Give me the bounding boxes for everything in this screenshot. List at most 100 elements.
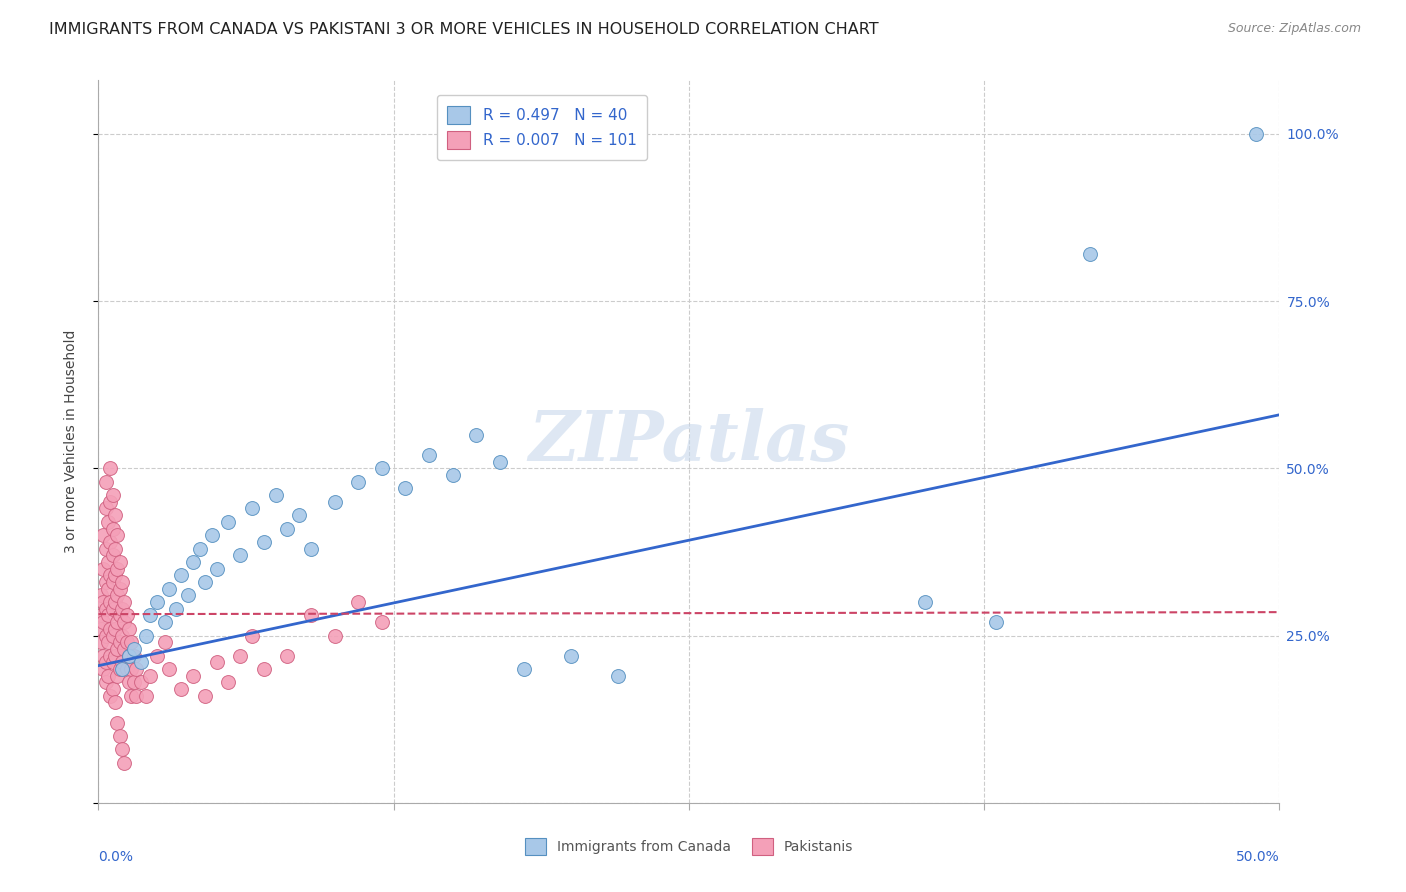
Point [253,534,276,549]
Point [181,669,204,683]
Point [157,582,180,596]
Point [188,541,211,556]
Point [111,742,134,756]
Point [157,662,180,676]
Point [90,589,112,603]
Point [181,555,204,569]
Point [90,608,112,623]
Point [139,669,162,683]
Point [129,675,152,690]
Point [122,675,145,690]
Point [347,595,370,609]
Point [104,648,127,663]
Point [111,575,134,590]
Point [98,595,121,609]
Point [371,615,394,630]
Point [101,602,124,616]
Point [205,562,228,576]
Point [217,675,239,690]
Point [122,642,145,657]
Point [98,494,121,508]
Point [97,555,120,569]
Point [111,655,134,669]
Point [115,608,138,623]
Point [91,615,114,630]
Point [91,648,114,663]
Point [90,635,112,649]
Point [122,648,145,663]
Point [108,608,131,623]
Point [91,528,114,542]
Point [465,427,488,442]
Point [288,508,311,523]
Point [121,662,143,676]
Point [177,589,200,603]
Point [217,515,239,529]
Point [276,648,298,663]
Point [264,488,287,502]
Point [489,455,512,469]
Point [112,615,135,630]
Point [115,635,138,649]
Point [104,568,127,582]
Point [146,648,169,663]
Point [111,602,134,616]
Point [97,669,120,683]
Point [91,562,114,576]
Point [135,628,157,642]
Point [112,642,135,657]
Point [108,729,131,743]
Point [205,655,228,669]
Point [229,648,252,663]
Point [91,595,114,609]
Point [97,608,120,623]
Point [108,635,131,649]
Text: IMMIGRANTS FROM CANADA VS PAKISTANI 3 OR MORE VEHICLES IN HOUSEHOLD CORRELATION : IMMIGRANTS FROM CANADA VS PAKISTANI 3 OR… [49,22,879,37]
Point [118,648,141,663]
Point [105,615,128,630]
Point [98,689,121,703]
Point [240,628,263,642]
Point [240,501,263,516]
Point [253,662,276,676]
Point [299,608,322,623]
Point [105,669,128,683]
Point [105,589,128,603]
Point [914,595,936,609]
Point [101,575,124,590]
Point [105,562,128,576]
Point [299,541,322,556]
Point [201,528,224,542]
Point [111,662,134,676]
Point [94,475,117,489]
Point [394,482,416,496]
Point [97,515,120,529]
Point [371,461,394,475]
Point [94,501,117,516]
Point [94,628,117,642]
Point [121,689,143,703]
Text: 0.0%: 0.0% [98,850,134,863]
Point [97,635,120,649]
Point [104,696,127,710]
Point [347,475,370,489]
Text: Source: ZipAtlas.com: Source: ZipAtlas.com [1227,22,1361,36]
Point [108,662,131,676]
Point [101,681,124,696]
Legend: Immigrants from Canada, Pakistanis: Immigrants from Canada, Pakistanis [519,833,859,861]
Point [104,541,127,556]
Point [111,628,134,642]
Point [139,608,162,623]
Point [104,622,127,636]
Point [170,568,193,582]
Text: 50.0%: 50.0% [1236,850,1279,863]
Point [984,615,1007,630]
Point [118,622,141,636]
Point [170,681,193,696]
Point [101,628,124,642]
Point [512,662,534,676]
Point [194,689,217,703]
Point [105,528,128,542]
Point [129,655,152,669]
Point [441,467,464,482]
